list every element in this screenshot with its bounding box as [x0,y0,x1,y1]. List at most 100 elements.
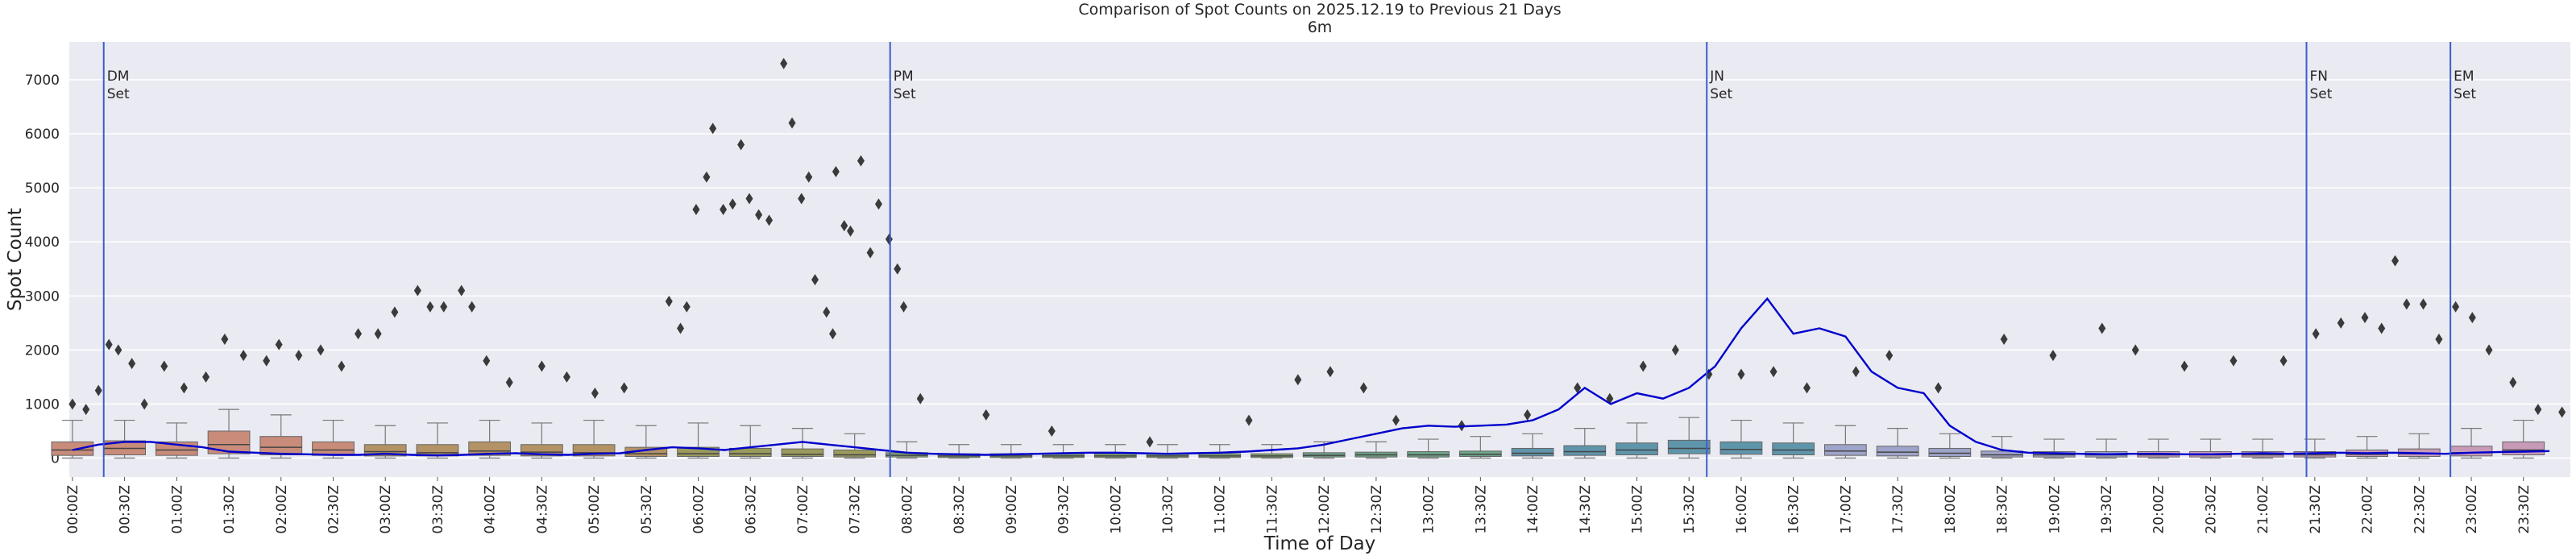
outlier [2509,376,2517,388]
x-tick-label: 00:00Z [65,485,81,534]
x-tick-label: 15:00Z [1630,485,1646,534]
x-tick-label: 23:00Z [2464,485,2480,534]
x-tick-label: 03:30Z [430,485,446,534]
box [468,441,512,456]
x-tick-label: 20:30Z [2203,485,2219,534]
outlier [677,322,685,334]
x-tick-label: 05:00Z [587,485,603,534]
outlier [2230,355,2238,367]
outlier [440,301,448,313]
outlier [68,398,77,410]
outlier [1935,382,1943,394]
x-tick-label: 08:30Z [952,485,968,534]
outlier [317,344,325,356]
x-tick-label: 21:30Z [2308,485,2324,534]
outlier [2378,322,2386,334]
marker-label: EM [2454,68,2474,85]
outlier [355,328,363,340]
y-tick-label: 2000 [25,342,60,359]
x-tick-label: 10:00Z [1108,485,1124,534]
y-tick-label: 6000 [25,127,60,143]
marker-label: Set [1710,86,1732,102]
outlier [1885,350,1894,362]
outlier [755,209,763,221]
x-tick-label: 14:30Z [1578,485,1594,534]
x-tick-label: 21:00Z [2255,485,2271,534]
outlier [2131,344,2139,356]
outlier [2485,344,2493,356]
x-tick-label: 04:00Z [483,485,499,534]
box [1928,447,1972,458]
outlier [900,301,908,313]
outlier [1326,366,1334,378]
outlier [2558,406,2566,418]
marker-label: Set [107,86,130,102]
outlier [537,360,545,372]
x-tick-label: 08:00Z [899,485,915,534]
x-tick-label: 19:00Z [2047,485,2063,534]
x-tick-label: 17:30Z [1890,485,1906,534]
outlier [94,384,102,396]
x-tick-label: 01:30Z [222,485,238,534]
outlier [1359,382,1367,394]
outlier [2391,255,2400,267]
outlier [811,274,819,286]
outlier [1245,414,1253,426]
outlier [391,306,399,318]
y-tick-label: 3000 [25,288,60,305]
box [2502,441,2545,455]
x-tick-label: 22:00Z [2360,485,2376,534]
outlier [1769,366,1777,378]
outlier [1574,382,1582,394]
outlier [745,193,753,205]
outlier [1146,436,1154,448]
outlier [2000,333,2008,345]
box [1876,446,1919,457]
outlier [2180,360,2188,372]
box [259,436,303,455]
outlier [847,225,855,237]
x-tick-label: 03:00Z [378,485,394,534]
x-axis-label: Time of Day [1263,533,1376,554]
box [1981,450,2023,458]
outlier [128,358,136,370]
x-tick-label: 12:00Z [1317,485,1333,534]
outlier [894,263,902,275]
outlier [832,165,840,177]
outlier [374,328,382,340]
outlier [82,404,90,416]
box [677,446,720,458]
x-tick-label: 06:30Z [743,485,759,534]
x-tick-label: 07:30Z [848,485,864,534]
x-tick-label: 00:30Z [118,485,134,534]
outlier [426,301,434,313]
x-tick-label: 18:30Z [1995,485,2011,534]
outlier [2337,317,2345,329]
outlier [682,301,691,313]
outlier [105,338,113,351]
outlier [458,284,466,297]
outlier [720,203,728,215]
outlier [562,371,570,383]
x-tick-label: 14:00Z [1525,485,1541,534]
x-tick-label: 05:30Z [639,485,655,534]
outlier [1392,414,1400,426]
x-tick-label: 02:30Z [326,485,342,534]
outlier [140,398,148,410]
x-tick-label: 22:30Z [2412,485,2428,534]
outlier [1639,360,1647,372]
marker-label: FN [2310,68,2329,85]
marker-label: DM [107,68,130,85]
outlier [2435,333,2443,345]
box [1823,444,1867,456]
outlier [1671,344,1679,356]
box [1616,442,1658,455]
outlier [823,306,831,318]
outlier [665,295,673,307]
x-tick-label: 16:30Z [1786,485,1802,534]
outlier [114,344,122,356]
outlier [840,220,848,232]
outlier [468,301,476,313]
comparison-line [72,297,2550,457]
x-tick-label: 06:00Z [691,485,707,534]
